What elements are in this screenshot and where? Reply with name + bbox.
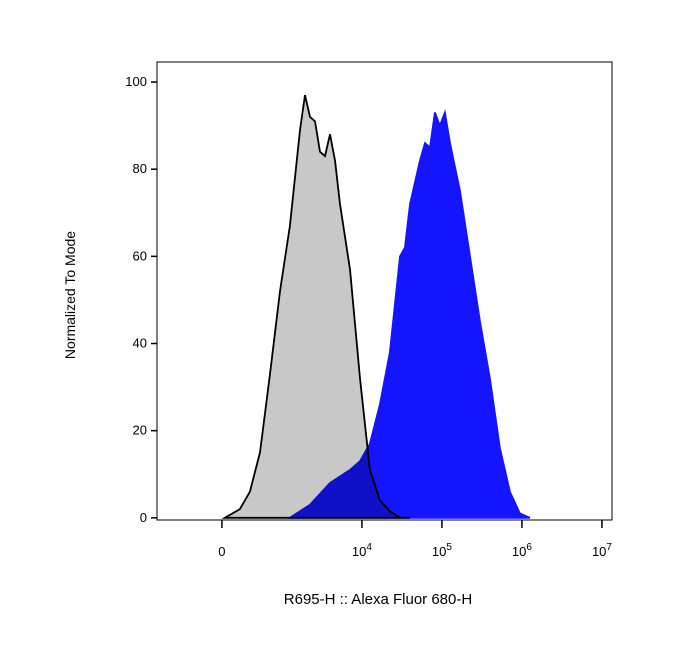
x-tick-label: 106 xyxy=(512,542,532,559)
y-tick-label: 80 xyxy=(133,161,147,176)
plot-frame xyxy=(156,61,613,521)
histogram-area xyxy=(286,109,531,519)
x-tick-label: 104 xyxy=(352,542,372,559)
x-tick-label: 0 xyxy=(218,544,225,559)
y-tick-label: 40 xyxy=(133,336,147,351)
x-tick-base: 10 xyxy=(432,544,446,559)
x-tick-exponent: 5 xyxy=(446,542,452,553)
x-tick-exponent: 6 xyxy=(526,542,532,553)
x-tick-base: 10 xyxy=(352,544,366,559)
y-tick-label: 0 xyxy=(140,510,147,525)
x-tick-exponent: 4 xyxy=(366,542,372,553)
x-axis-title: R695-H :: Alexa Fluor 680-H xyxy=(284,591,472,608)
y-tick-label: 100 xyxy=(125,74,147,89)
x-tick-label: 107 xyxy=(592,542,612,559)
y-tick-label: 60 xyxy=(133,248,147,263)
y-tick-label: 20 xyxy=(133,423,147,438)
x-tick-base: 10 xyxy=(592,544,606,559)
y-axis-title: Normalized To Mode xyxy=(62,231,78,359)
x-tick-label: 105 xyxy=(432,542,452,559)
x-tick-exponent: 7 xyxy=(606,542,612,553)
x-tick-base: 10 xyxy=(512,544,526,559)
